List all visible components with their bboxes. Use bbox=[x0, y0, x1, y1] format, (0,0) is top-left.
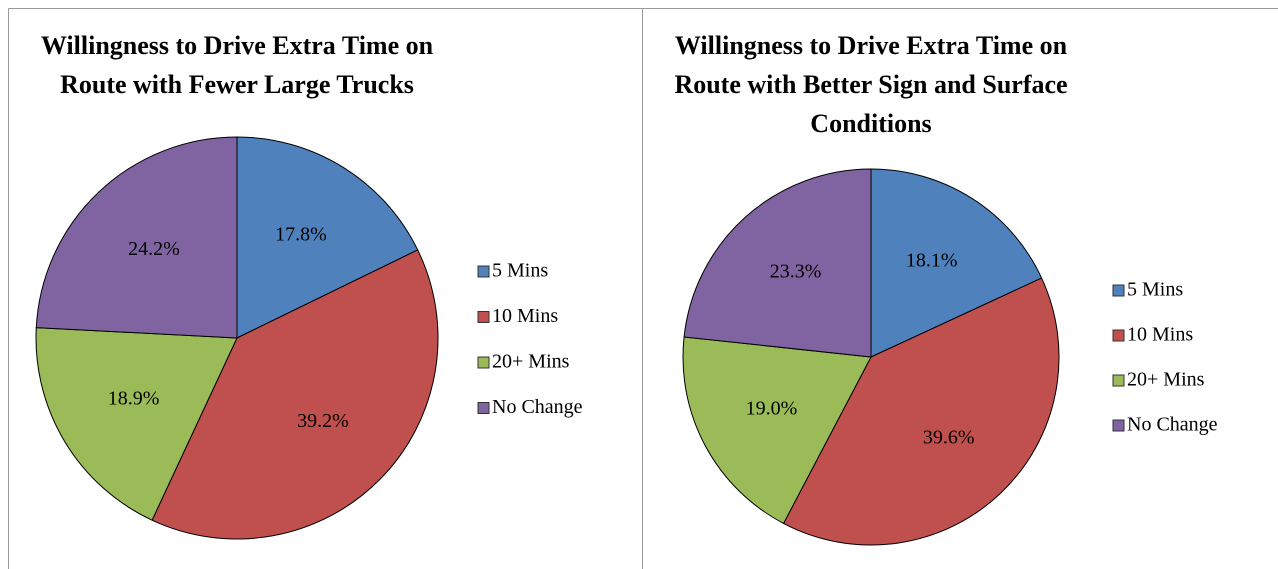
data-label: 17.8% bbox=[275, 223, 327, 245]
legend-label: 10 Mins bbox=[492, 305, 558, 327]
chart-title: Willingness to Drive Extra Time on Route… bbox=[40, 31, 434, 99]
legend-swatch bbox=[477, 265, 490, 278]
pie-slice bbox=[682, 336, 872, 525]
pie-slice bbox=[236, 136, 419, 339]
pie-slice bbox=[683, 168, 872, 358]
legend-swatch bbox=[477, 356, 490, 369]
legend-swatch bbox=[1112, 329, 1125, 342]
legend-label: 20+ Mins bbox=[1127, 369, 1205, 391]
data-label: 19.0% bbox=[746, 398, 798, 420]
data-label: 18.1% bbox=[906, 250, 958, 272]
legend-label: 20+ Mins bbox=[492, 351, 570, 373]
legend-label: 5 Mins bbox=[492, 260, 548, 282]
pie-slice bbox=[870, 168, 1043, 358]
legend-swatch bbox=[1112, 374, 1125, 387]
data-label: 39.6% bbox=[923, 426, 975, 448]
legend-swatch bbox=[1112, 419, 1125, 432]
pie-slice bbox=[151, 249, 439, 540]
legend-label: No Change bbox=[1127, 414, 1218, 436]
data-label: 39.2% bbox=[297, 410, 349, 432]
data-label: 24.2% bbox=[128, 238, 180, 260]
legend-label: 10 Mins bbox=[1127, 324, 1193, 346]
legend-swatch bbox=[477, 402, 490, 414]
legend-swatch bbox=[1112, 284, 1125, 297]
data-label: 18.9% bbox=[108, 388, 160, 410]
pie-slice bbox=[35, 327, 238, 521]
data-label: 23.3% bbox=[770, 261, 822, 283]
pie-slice bbox=[782, 277, 1060, 546]
legend-label: 5 Mins bbox=[1127, 279, 1183, 301]
legend-label: No Change bbox=[492, 396, 583, 418]
pie-slice bbox=[35, 136, 238, 339]
legend-swatch bbox=[477, 311, 490, 323]
chart-title: Willingness to Drive Extra Time on Route… bbox=[674, 31, 1068, 138]
